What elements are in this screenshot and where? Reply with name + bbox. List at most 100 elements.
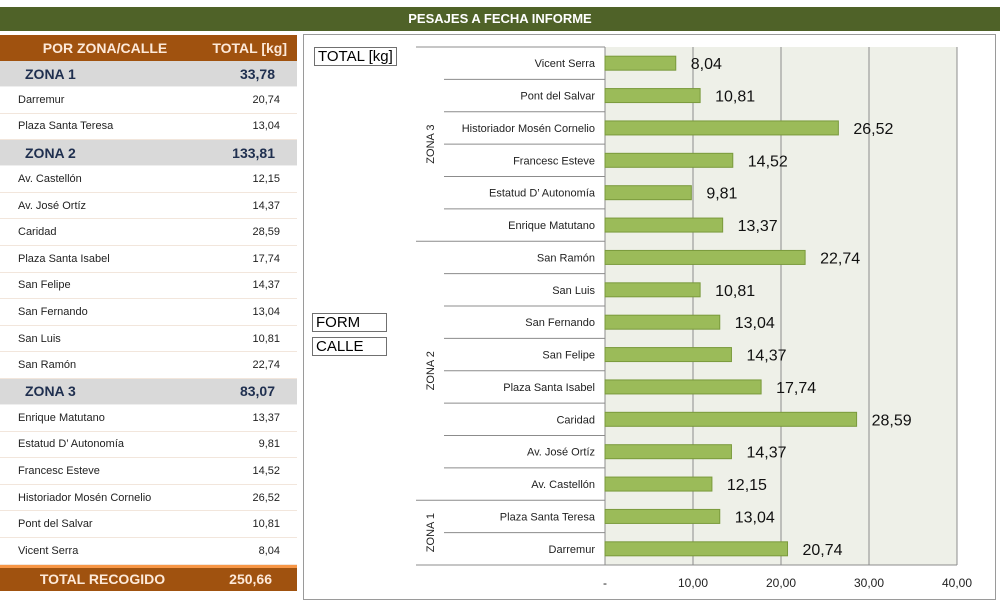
street-row: San Luis 10,81	[0, 326, 297, 353]
street-row: Estatud D’ Autonomía 9,81	[0, 432, 297, 459]
street-row: Plaza Santa Teresa 13,04	[0, 114, 297, 141]
bar	[604, 55, 677, 71]
street-value: 26,52	[252, 491, 280, 504]
street-row: Pont del Salvar 10,81	[0, 511, 297, 538]
data-label: 20,74	[803, 542, 843, 559]
pivot-chart[interactable]: TOTAL [kg] FORM CALLE - 10,00 20,00 30,00 40…	[303, 34, 996, 600]
category-label: San Fernando	[525, 317, 595, 329]
bar	[604, 249, 806, 265]
street-value: 20,74	[252, 93, 280, 106]
street-value: 13,04	[252, 120, 280, 133]
group-label: ZONA 2	[425, 351, 437, 390]
category-label: Av. Castellón	[531, 479, 595, 491]
category-label: San Ramón	[537, 252, 595, 264]
street-row: Caridad 28,59	[0, 219, 297, 246]
data-label: 10,81	[715, 89, 755, 106]
category-label: Enrique Matutano	[508, 220, 595, 232]
data-label: 9,81	[706, 186, 737, 203]
street-value: 22,74	[252, 359, 280, 372]
group-label: ZONA 3	[425, 125, 437, 164]
zone-street-table: POR ZONA/CALLE TOTAL [kg] ZONA 1 33,78 Dar…	[0, 35, 297, 591]
data-label: 17,74	[776, 380, 816, 397]
bar	[604, 347, 732, 363]
zone-row: ZONA 1 33,78	[0, 61, 297, 87]
street-value: 12,15	[252, 172, 280, 185]
category-label: Darremur	[549, 544, 596, 556]
street-name: San Fernando	[18, 305, 88, 318]
x-tick-label: 40,00	[942, 576, 972, 590]
street-row: Enrique Matutano 13,37	[0, 405, 297, 432]
category-label: Plaza Santa Teresa	[500, 511, 596, 523]
data-label: 22,74	[820, 250, 860, 267]
street-value: 13,04	[252, 305, 280, 318]
x-tick-label: -	[603, 576, 607, 590]
street-name: Vicent Serra	[18, 544, 79, 557]
street-value: 14,37	[252, 279, 280, 292]
street-row: Av. Castellón 12,15	[0, 166, 297, 193]
street-value: 8,04	[258, 544, 280, 557]
street-row: Francesc Esteve 14,52	[0, 458, 297, 485]
street-name: Av. Castellón	[18, 172, 82, 185]
category-label: San Felipe	[542, 350, 595, 362]
data-label: 14,52	[748, 153, 788, 170]
bar	[604, 411, 858, 427]
street-row: San Fernando 13,04	[0, 299, 297, 326]
bar	[604, 314, 721, 330]
street-name: San Felipe	[18, 279, 71, 292]
data-label: 12,15	[727, 477, 767, 494]
data-label: 14,37	[746, 348, 786, 365]
street-name: Darremur	[18, 93, 65, 106]
zone-name: ZONA 3	[25, 383, 76, 400]
street-name: Historiador Mosén Cornelio	[18, 491, 152, 504]
category-label: Plaza Santa Isabel	[503, 382, 595, 394]
zone-name: ZONA 1	[25, 65, 76, 82]
row-field-calle-button[interactable]: CALLE	[312, 337, 387, 356]
x-tick-label: 20,00	[766, 576, 796, 590]
bar	[604, 217, 724, 233]
bar	[604, 379, 762, 395]
values-field-button[interactable]: TOTAL [kg]	[314, 47, 397, 66]
street-name: Pont del Salvar	[18, 518, 93, 531]
street-name: San Luis	[18, 332, 61, 345]
total-label: TOTAL RECOGIDO	[39, 571, 166, 587]
category-label: Historiador Mosén Cornelio	[462, 123, 595, 135]
data-label: 28,59	[872, 412, 912, 429]
street-row: Historiador Mosén Cornelio 26,52	[0, 485, 297, 512]
data-label: 10,81	[715, 283, 755, 300]
header-total: TOTAL [kg]	[212, 40, 287, 56]
category-label: San Luis	[552, 285, 595, 297]
total-row: TOTAL RECOGIDO 250,66	[0, 564, 297, 591]
zone-total: 83,07	[239, 383, 275, 400]
bar	[604, 444, 732, 460]
data-label: 26,52	[853, 121, 893, 138]
bar-chart-svg: - 10,00 20,00 30,00 40,00 Vicent Serra 8,04 Pon…	[416, 46, 972, 590]
street-row: Plaza Santa Isabel 17,74	[0, 246, 297, 273]
data-label: 13,04	[735, 315, 775, 332]
category-label: Pont del Salvar	[520, 91, 595, 103]
x-tick-label: 30,00	[854, 576, 884, 590]
data-label: 8,04	[691, 56, 722, 73]
zone-total: 133,81	[232, 144, 275, 161]
zone-total: 33,78	[239, 65, 275, 82]
street-row: Av. José Ortíz 14,37	[0, 193, 297, 220]
street-name: Estatud D’ Autonomía	[18, 438, 124, 451]
bar	[604, 282, 701, 298]
bar	[604, 476, 713, 492]
bar	[604, 541, 789, 557]
street-value: 10,81	[252, 518, 280, 531]
data-label: 14,37	[746, 445, 786, 462]
bar	[604, 88, 701, 104]
street-value: 10,81	[252, 332, 280, 345]
category-label: Av. José Ortíz	[527, 447, 595, 459]
total-value: 250,66	[229, 571, 272, 587]
street-row: Vicent Serra 8,04	[0, 538, 297, 565]
zone-name: ZONA 2	[25, 144, 76, 161]
group-label: ZONA 1	[425, 513, 437, 552]
row-field-form-button[interactable]: FORM	[312, 313, 387, 332]
category-label: Estatud D’ Autonomía	[489, 188, 596, 200]
street-name: Caridad	[18, 226, 57, 239]
category-label: Caridad	[556, 414, 595, 426]
bar	[604, 508, 721, 524]
bar	[604, 185, 692, 201]
header-name: POR ZONA/CALLE	[42, 40, 168, 56]
